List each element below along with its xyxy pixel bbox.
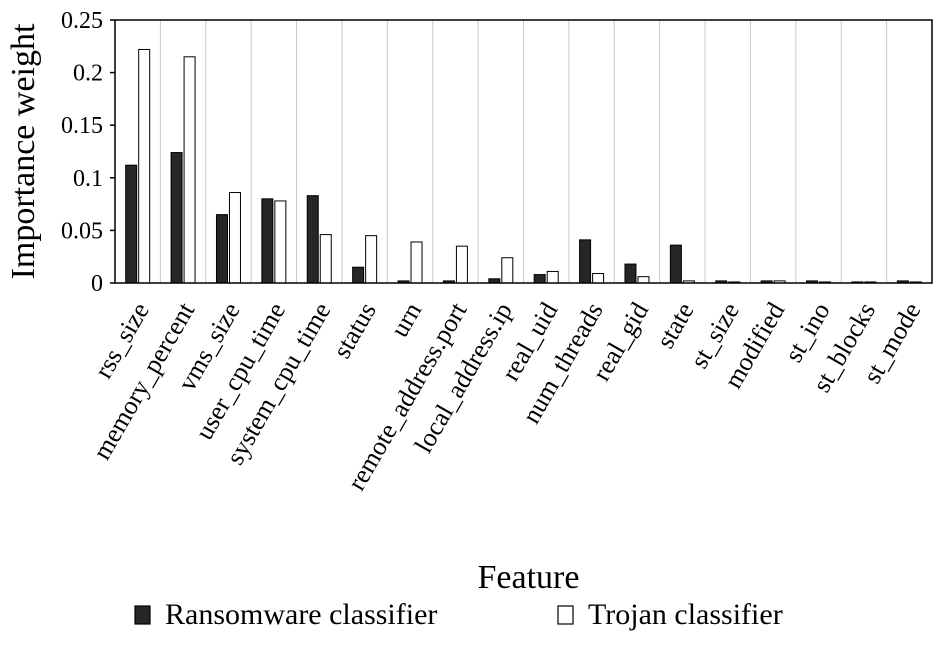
y-tick-label: 0.1 [73,166,103,192]
trojan-bar [637,276,650,284]
ransomware-bar [125,164,138,284]
trojan-bar [501,257,514,284]
legend-swatch-trojan [557,605,574,625]
y-tick-label: 0.05 [61,218,103,244]
y-tick-label: 0.15 [61,113,103,139]
x-axis-label: Feature [478,559,580,596]
ransomware-bar [624,263,637,284]
y-tick-label: 0.25 [61,8,103,34]
trojan-bar [138,48,151,284]
trojan-bar [410,241,423,284]
x-axis-ticks: rss_sizememory_percentvms_sizeuser_cpu_t… [87,297,926,495]
bars [125,48,922,284]
trojan-bar [319,234,332,284]
plot-area-frame [114,19,933,284]
ransomware-bar [352,266,365,284]
ransomware-bar [669,244,682,284]
trojan-bar [546,270,559,284]
legend-label-ransomware: Ransomware classifier [165,598,437,631]
ransomware-bar [306,195,319,284]
legend: Ransomware classifier Trojan classifier [134,598,783,631]
trojan-bar [455,245,468,284]
grid-lines [159,20,888,283]
y-tick-label: 0.2 [73,61,103,87]
y-axis-label: Importance weight [5,23,42,279]
trojan-bar [228,192,241,284]
ransomware-bar [579,239,592,284]
trojan-bar [592,273,605,284]
ransomware-bar [215,214,228,284]
ransomware-bar [170,152,183,284]
legend-swatch-ransomware [134,605,151,625]
trojan-bar [365,235,378,284]
trojan-bar [183,56,196,284]
x-tick-label: urn [385,298,427,343]
x-tick-label: status [327,298,382,364]
y-axis-ticks: 0 0.05 0.1 0.15 0.2 0.25 [61,8,115,297]
legend-label-trojan: Trojan classifier [588,598,783,631]
ransomware-bar [261,198,274,284]
ransomware-bar [533,274,546,284]
y-tick-label: 0 [91,271,103,297]
trojan-bar [274,200,287,284]
